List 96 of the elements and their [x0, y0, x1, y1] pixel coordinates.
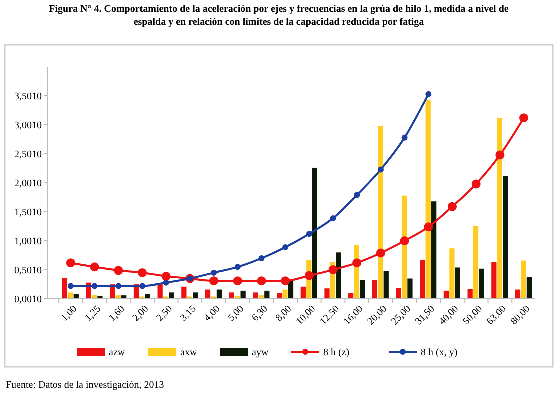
x-tick-label: 5,00 — [226, 304, 246, 324]
point — [66, 258, 76, 268]
x-tick-label: 2,50 — [154, 304, 175, 324]
point — [352, 258, 362, 268]
bar — [169, 292, 174, 299]
y-tick-label: 3,0010 — [14, 120, 42, 132]
point — [426, 91, 432, 98]
point — [282, 244, 289, 250]
legend-label: 8 h (x, y) — [421, 348, 458, 358]
bar — [336, 252, 342, 299]
x-tick-label: 8,00 — [274, 304, 294, 324]
bar — [492, 262, 497, 299]
bar — [497, 118, 502, 299]
point — [376, 248, 386, 258]
bar — [229, 292, 234, 299]
y-tick-label: 3,5010 — [14, 92, 42, 102]
bar — [300, 286, 306, 299]
bar — [193, 292, 198, 299]
y-tick-label: 0,0010 — [14, 294, 42, 306]
bar — [408, 278, 413, 299]
bar — [98, 296, 103, 299]
point — [140, 283, 146, 290]
point — [211, 270, 218, 276]
point — [328, 266, 338, 275]
point — [210, 276, 219, 286]
y-tick-label: 2,5010 — [14, 150, 42, 160]
bar — [473, 226, 479, 299]
point — [257, 276, 266, 286]
point — [402, 134, 408, 141]
point — [114, 266, 124, 276]
legend-label: azw — [109, 348, 126, 358]
bar — [205, 290, 211, 299]
point — [90, 262, 100, 272]
point — [258, 255, 265, 262]
y-tick-label: 1,5010 — [14, 208, 42, 218]
point — [233, 276, 242, 286]
x-tick-label: 2,00 — [130, 304, 152, 324]
bar — [372, 280, 378, 299]
y-tick-label: 2,0010 — [14, 178, 42, 190]
bar — [282, 290, 288, 299]
bar — [450, 248, 455, 299]
point — [234, 264, 241, 270]
point — [92, 283, 98, 290]
point — [496, 150, 505, 160]
point — [424, 222, 434, 232]
source-note: Fuente: Datos de la investigación, 2013 — [6, 380, 164, 391]
bar — [444, 290, 450, 299]
point — [330, 215, 336, 222]
x-tick-label: 6,30 — [250, 304, 270, 324]
point — [306, 231, 312, 238]
bar — [479, 268, 484, 299]
point — [520, 114, 529, 123]
point — [116, 283, 122, 290]
point — [378, 166, 384, 173]
bar — [503, 176, 508, 299]
bar — [68, 292, 74, 299]
y-tick-label: 1,0010 — [14, 236, 42, 248]
point — [138, 268, 148, 278]
point — [400, 236, 410, 246]
bar — [264, 290, 270, 299]
x-tick-label: 1,60 — [107, 304, 128, 324]
x-tick-label: 1,25 — [83, 304, 104, 324]
bar — [240, 290, 246, 299]
x-tick-label: 4,00 — [202, 304, 223, 324]
bar — [432, 202, 437, 299]
x-tick-label: 3,15 — [178, 304, 199, 324]
bar — [521, 260, 526, 299]
x-tick-label: 1,00 — [59, 304, 80, 324]
bar — [360, 280, 366, 299]
legend-label: 8 h (z) — [324, 348, 350, 358]
legend-label: ayw — [252, 348, 270, 358]
point — [354, 192, 360, 198]
point — [304, 271, 314, 280]
bar — [253, 292, 258, 299]
point — [448, 202, 457, 212]
bar — [420, 260, 426, 299]
bar — [468, 289, 473, 299]
chart-title: Figura N° 4. Comportamiento de la aceleración por ejes y frecuencias en la grúa de hilo 1, medida a nivel de espalda y en relación con límites de la capacidad reducida por fatiga — [49, 4, 510, 28]
bar — [216, 290, 222, 299]
point — [162, 272, 171, 281]
bar — [426, 100, 431, 299]
bar — [526, 277, 532, 299]
bar — [312, 168, 318, 299]
bar — [396, 288, 402, 299]
bar — [455, 268, 460, 299]
point — [68, 283, 74, 290]
point — [281, 276, 290, 286]
bar — [62, 278, 68, 299]
point — [163, 280, 170, 286]
bar — [324, 288, 330, 299]
bar — [384, 271, 389, 299]
bar — [182, 286, 187, 299]
point — [472, 180, 481, 189]
bar — [515, 290, 521, 299]
legend-label: axw — [180, 348, 198, 358]
y-tick-label: 0,5010 — [14, 266, 42, 276]
